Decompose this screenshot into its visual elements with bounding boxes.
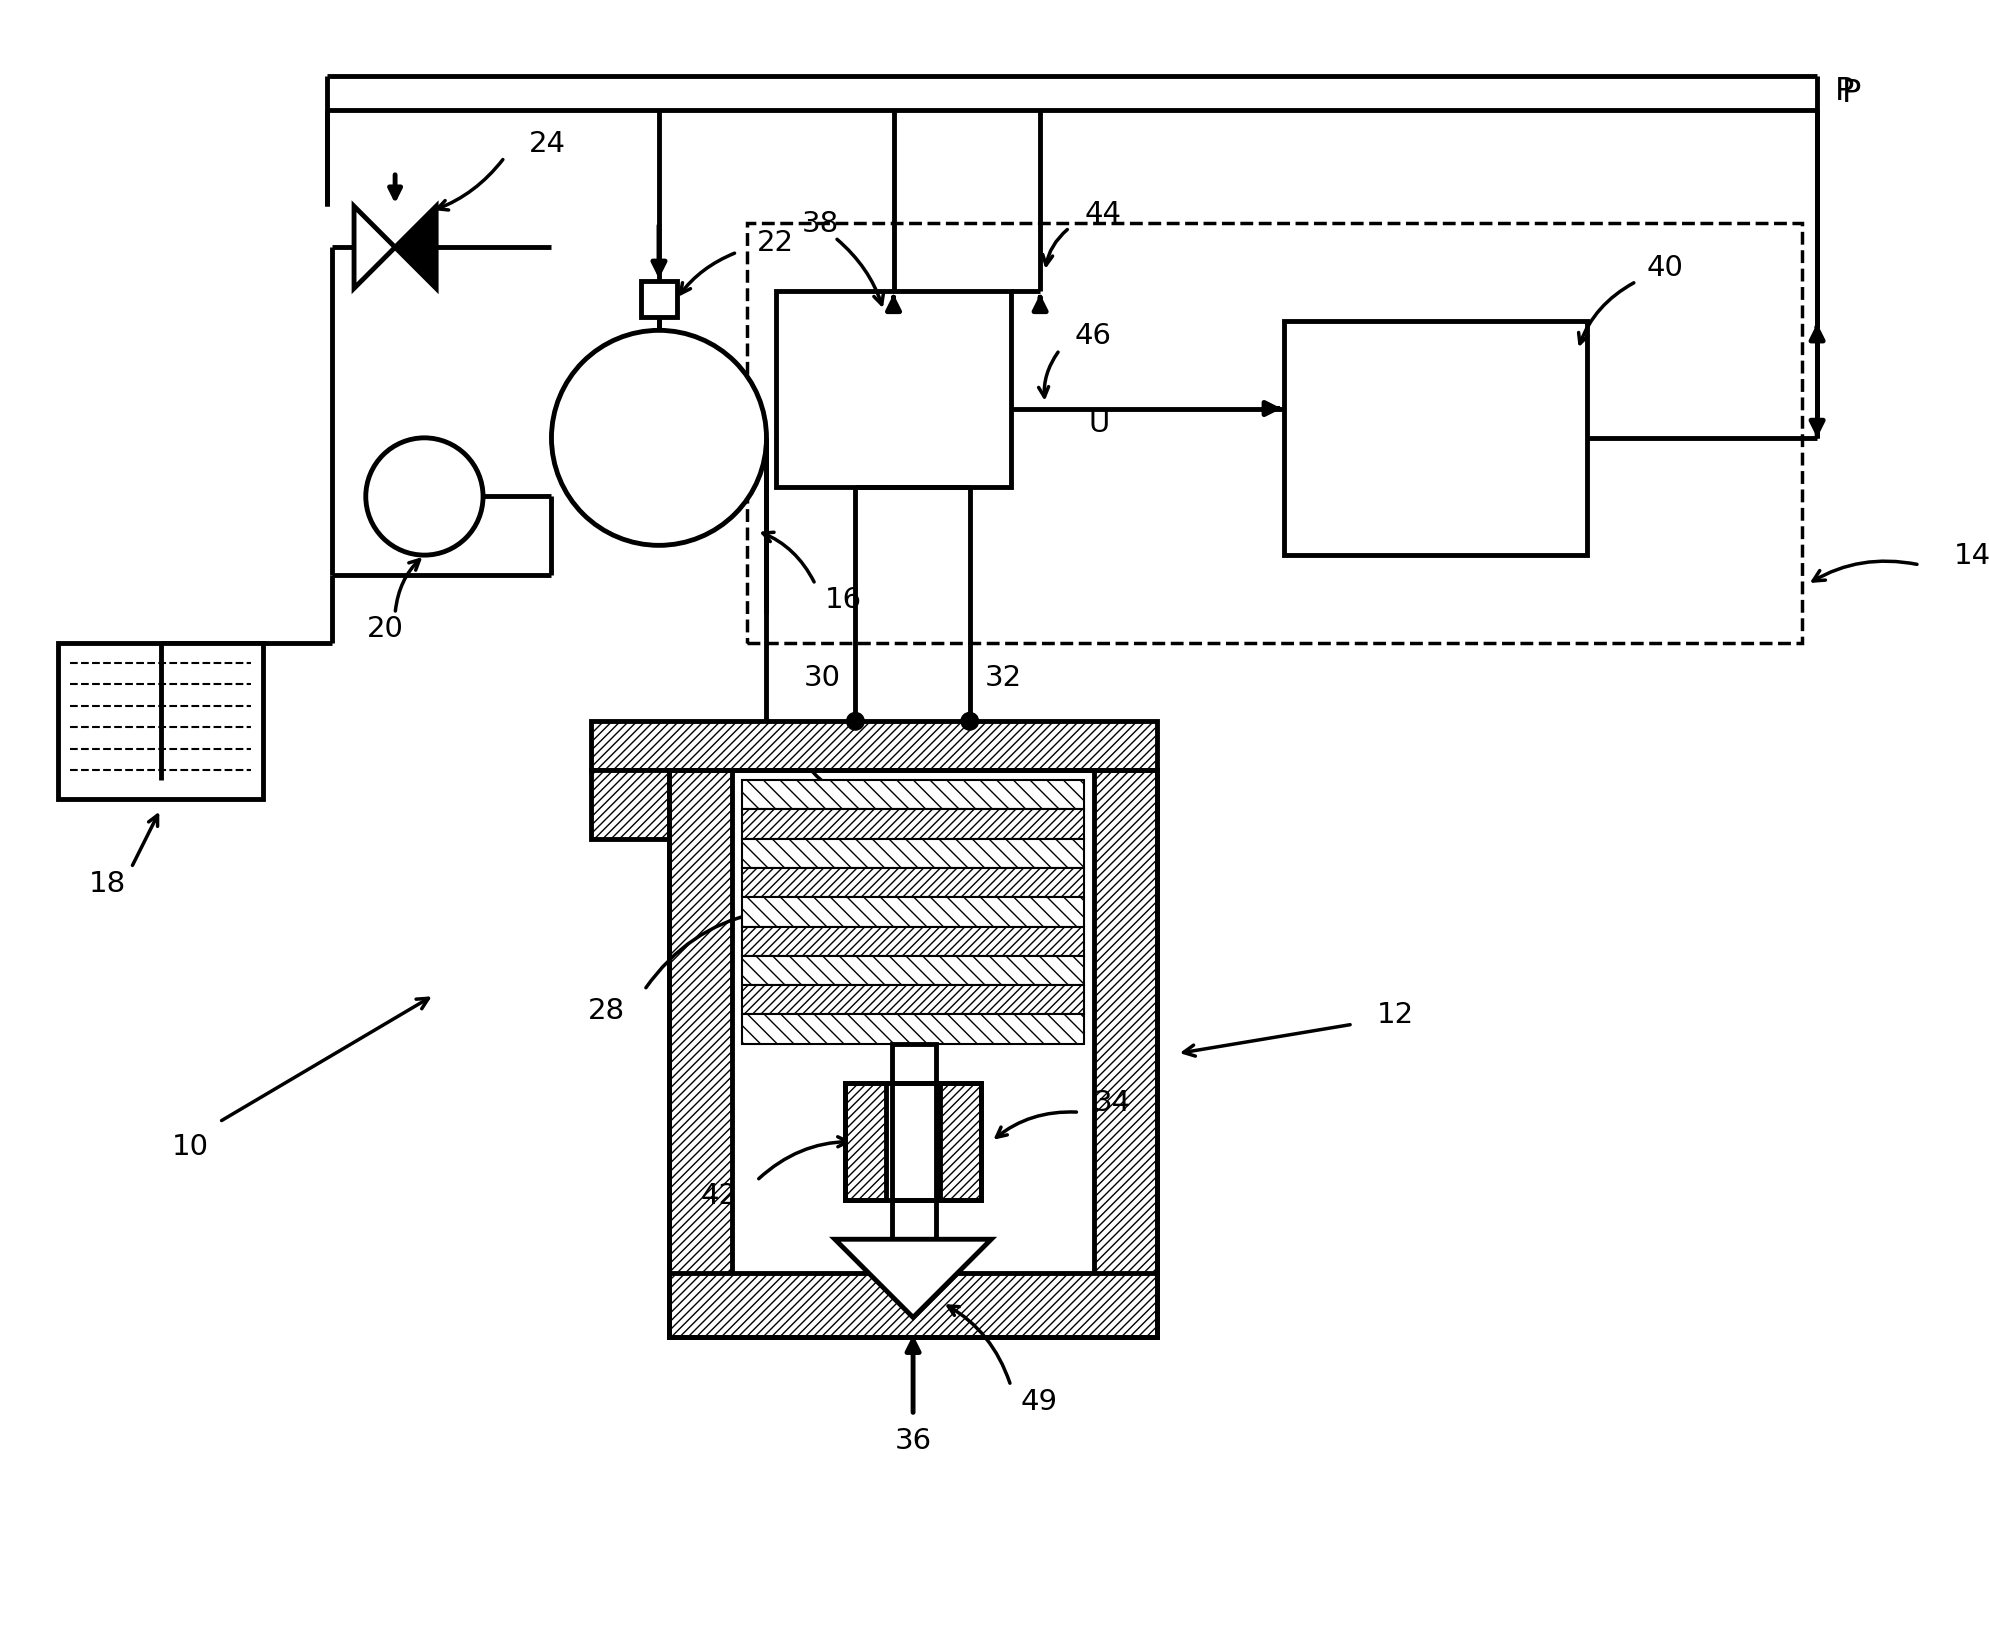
Polygon shape [835,1239,991,1318]
Bar [742,780,1084,810]
Text: 22: 22 [756,229,794,257]
Bar [845,1083,981,1200]
Text: 28: 28 [587,997,625,1024]
Bar [640,282,676,318]
Text: 36: 36 [895,1426,931,1454]
Bar [776,292,1010,487]
Bar [591,770,668,839]
Bar [941,1083,981,1200]
Text: 34: 34 [1094,1088,1132,1116]
Text: U: U [1088,410,1110,438]
Circle shape [551,331,766,546]
Text: P: P [1834,77,1854,107]
Bar [742,869,1084,898]
Text: 14: 14 [1953,543,1989,570]
Bar [58,644,263,800]
Bar [742,1015,1084,1044]
Text: 38: 38 [802,210,839,238]
Polygon shape [396,207,436,288]
Bar [668,770,732,1337]
Bar [742,810,1084,839]
Bar [1094,770,1158,1337]
Text: 26: 26 [869,800,907,829]
Circle shape [961,713,979,731]
Bar [742,956,1084,985]
Text: P: P [1842,79,1862,110]
Bar [891,1200,935,1239]
Bar [742,928,1084,956]
Bar [891,1044,935,1083]
Bar [891,1083,935,1200]
Text: 20: 20 [366,615,404,642]
Circle shape [366,439,483,556]
Text: 46: 46 [1074,321,1112,351]
Polygon shape [354,207,396,288]
Bar [742,839,1084,869]
Bar [591,721,1158,770]
Text: 32: 32 [985,664,1022,692]
Bar [742,898,1084,928]
Bar [845,1083,885,1200]
Text: 18: 18 [90,869,127,897]
Text: 44: 44 [1084,200,1122,228]
Bar [748,223,1802,644]
Text: 24: 24 [529,129,567,157]
Text: 40: 40 [1647,254,1683,282]
Text: 30: 30 [804,664,841,692]
Text: 12: 12 [1376,1001,1414,1029]
Circle shape [847,713,863,731]
Bar [668,770,1158,1337]
Text: 16: 16 [825,585,863,613]
Bar [668,1274,1158,1337]
Bar [742,985,1084,1015]
Text: 42: 42 [700,1182,738,1210]
Text: 49: 49 [1020,1387,1058,1414]
Text: 10: 10 [171,1133,209,1160]
Bar [1285,321,1587,556]
